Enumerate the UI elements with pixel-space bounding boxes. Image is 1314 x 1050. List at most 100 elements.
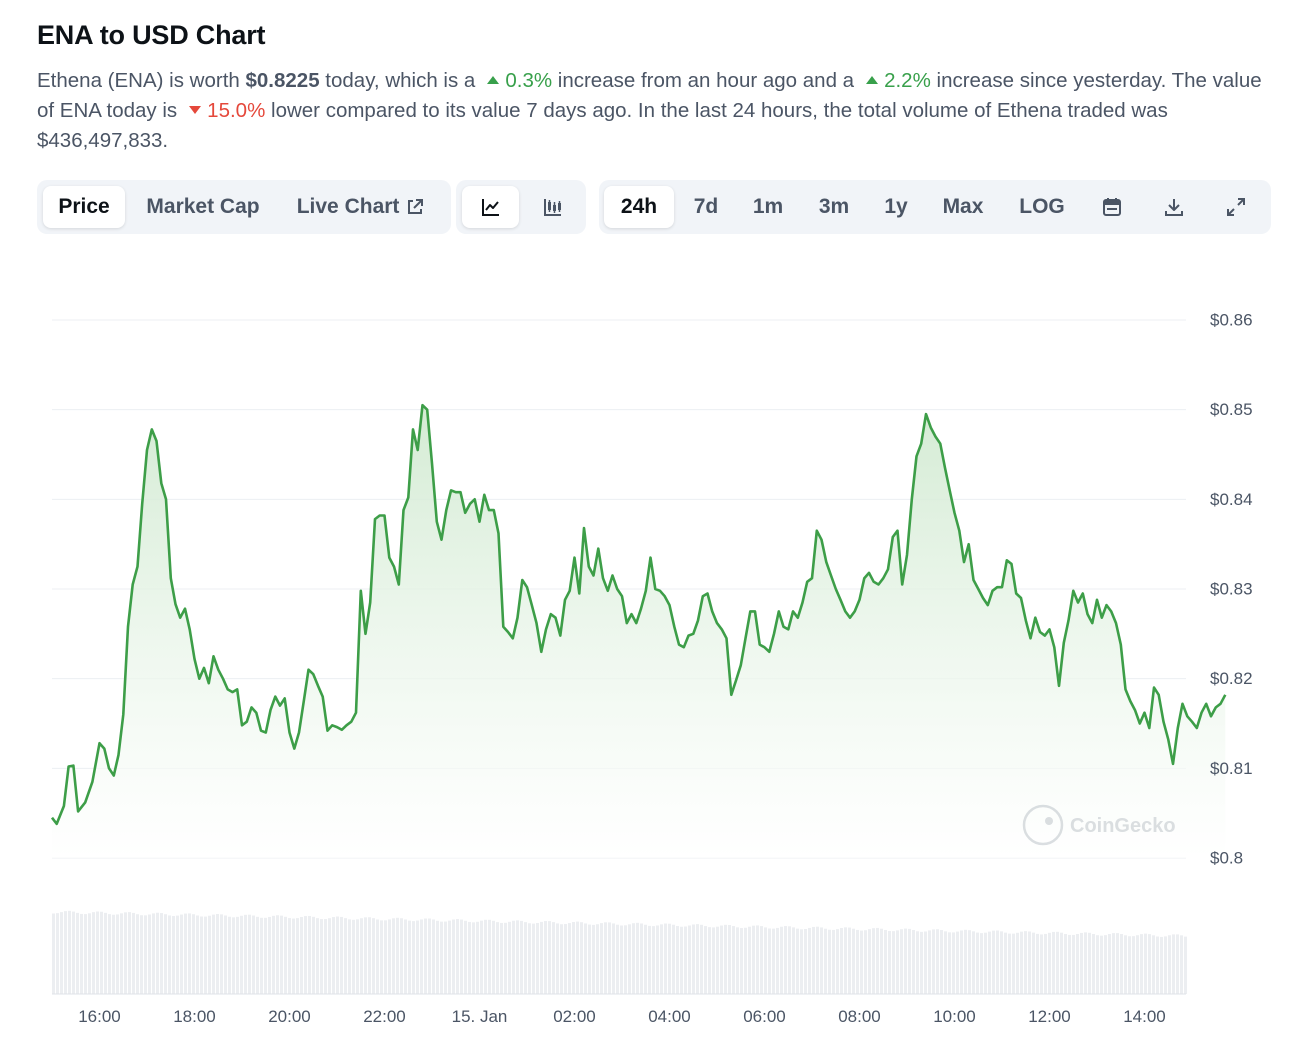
- coingecko-logo-icon: [1022, 804, 1064, 846]
- range-24h[interactable]: 24h: [604, 186, 674, 228]
- volume-bar: [712, 927, 715, 994]
- y-tick-label: $0.82: [1210, 669, 1253, 688]
- y-tick-label: $0.8: [1210, 848, 1243, 867]
- volume-bar: [136, 914, 139, 994]
- volume-bar: [84, 914, 87, 994]
- volume-bar: [400, 918, 403, 994]
- volume-bar: [268, 916, 271, 994]
- volume-bar: [844, 927, 847, 994]
- volume-bar: [472, 922, 475, 994]
- volume-bar: [140, 915, 143, 994]
- volume-bar: [68, 910, 71, 994]
- volume-bar: [276, 915, 279, 994]
- volume-bar: [324, 919, 327, 994]
- volume-bar: [760, 926, 763, 994]
- volume-bar: [996, 930, 999, 994]
- volume-bar: [936, 929, 939, 994]
- volume-bar: [632, 923, 635, 994]
- volume-bar: [392, 918, 395, 994]
- volume-bar: [556, 923, 559, 994]
- volume-bar: [208, 915, 211, 994]
- volume-bar: [656, 925, 659, 994]
- volume-bar: [1012, 933, 1015, 994]
- volume-bar: [608, 922, 611, 994]
- volume-bar: [1016, 932, 1019, 994]
- volume-bar: [252, 915, 255, 994]
- volume-bar: [944, 931, 947, 994]
- volume-bar: [1092, 933, 1095, 994]
- volume-bar: [504, 922, 507, 994]
- volume-bar: [976, 932, 979, 994]
- range-7d[interactable]: 7d: [693, 195, 719, 218]
- tab-market-cap[interactable]: Market Cap: [146, 195, 260, 218]
- volume-bar: [420, 919, 423, 994]
- volume-bar: [1176, 934, 1179, 994]
- volume-bar: [660, 924, 663, 994]
- tab-live-chart[interactable]: Live Chart: [289, 186, 433, 228]
- range-1y[interactable]: 1y: [884, 195, 908, 218]
- range-1m[interactable]: 1m: [752, 195, 784, 218]
- volume-bar: [540, 921, 543, 994]
- range-3m[interactable]: 3m: [818, 195, 850, 218]
- volume-bar: [172, 916, 175, 994]
- fullscreen-button[interactable]: [1213, 186, 1259, 228]
- live-chart-label: Live Chart: [296, 195, 400, 218]
- volume-bar: [384, 920, 387, 994]
- line-chart-button[interactable]: [462, 186, 519, 228]
- volume-bar: [376, 919, 379, 994]
- volume-bar: [100, 911, 103, 994]
- volume-bar: [784, 926, 787, 994]
- volume-bar: [740, 928, 743, 994]
- volume-bar: [360, 918, 363, 994]
- volume-bar: [308, 915, 311, 994]
- volume-bar: [448, 920, 451, 994]
- x-tick-label: 18:00: [173, 1007, 216, 1026]
- volume-bar: [176, 915, 179, 994]
- volume-bar: [536, 923, 539, 994]
- volume-bar: [220, 914, 223, 994]
- calendar-button[interactable]: [1089, 186, 1135, 228]
- volume-bar: [224, 915, 227, 994]
- volume-bar: [484, 919, 487, 994]
- volume-bar: [776, 927, 779, 994]
- volume-bar: [1164, 936, 1167, 994]
- volume-bar: [864, 930, 867, 994]
- x-axis: 16:00 18:00 20:00 22:00 15. Jan 02:00 04:00 06:…: [52, 993, 1186, 1026]
- volume-bar: [240, 915, 243, 994]
- log-scale-button[interactable]: LOG: [1019, 195, 1065, 218]
- volume-bar: [912, 930, 915, 994]
- volume-bar: [552, 922, 555, 994]
- download-button[interactable]: [1151, 186, 1197, 228]
- volume-bar: [216, 913, 219, 994]
- y-tick-label: $0.81: [1210, 759, 1253, 778]
- volume-bar: [168, 915, 171, 994]
- volume-bar: [928, 930, 931, 994]
- volume-bar: [884, 930, 887, 994]
- volume-bar: [1076, 934, 1079, 994]
- volume-bar: [196, 915, 199, 994]
- volume-bar: [880, 928, 883, 994]
- volume-bar: [92, 912, 95, 994]
- volume-bar: [124, 912, 127, 994]
- tab-price[interactable]: Price: [43, 186, 125, 228]
- volume-bar: [1140, 934, 1143, 994]
- volume-bar: [316, 918, 319, 994]
- candlestick-button[interactable]: [524, 186, 581, 228]
- view-tab-group: Price Market Cap Live Chart: [37, 180, 451, 234]
- volume-bar: [232, 917, 235, 994]
- x-tick-label: 20:00: [268, 1007, 311, 1026]
- volume-bar: [804, 928, 807, 994]
- volume-bar: [824, 928, 827, 994]
- volume-bar: [256, 916, 259, 994]
- volume-bar: [600, 923, 603, 994]
- volume-bar: [1160, 936, 1163, 994]
- volume-bar: [1044, 933, 1047, 994]
- volume-bar: [1008, 933, 1011, 994]
- volume-bar: [476, 921, 479, 994]
- volume-bar: [112, 914, 115, 994]
- volume-bar: [796, 928, 799, 994]
- volume-bar: [1024, 931, 1027, 994]
- range-max[interactable]: Max: [942, 195, 984, 218]
- volume-bar: [204, 916, 207, 994]
